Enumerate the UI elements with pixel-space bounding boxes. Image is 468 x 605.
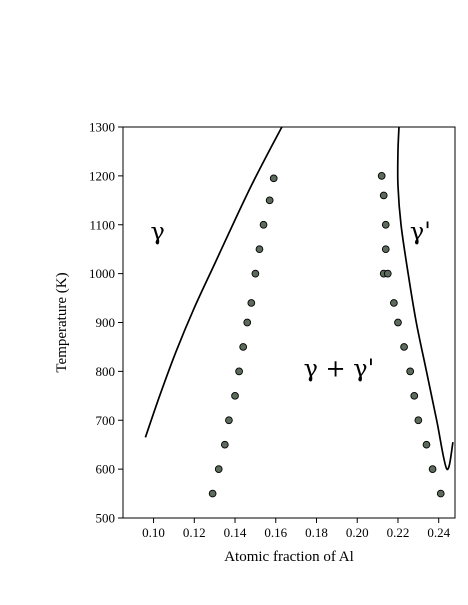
y-tick-label: 900 <box>96 315 116 330</box>
data-point <box>225 416 233 425</box>
data-point <box>208 489 217 498</box>
x-tick-label: 0.14 <box>224 525 247 540</box>
data-point <box>381 245 390 254</box>
x-axis: 0.10 0.12 0.14 0.16 0.18 0.20 0.22 0.24 <box>142 518 451 540</box>
annotations-layer: γ γ' γ + γ' <box>150 217 430 382</box>
y-tick-label: 1000 <box>89 266 115 281</box>
data-point <box>377 172 386 180</box>
x-tick-label: 0.18 <box>305 525 328 540</box>
data-point <box>381 220 390 229</box>
y-tick-label: 500 <box>96 511 116 526</box>
data-point <box>390 299 398 307</box>
data-point <box>255 245 264 254</box>
data-point <box>251 269 260 278</box>
data-point <box>259 220 268 229</box>
data-point <box>394 318 402 327</box>
data-point <box>231 391 239 400</box>
y-tick-label: 600 <box>96 462 116 477</box>
y-tick-label: 700 <box>96 413 116 428</box>
data-point <box>265 196 274 205</box>
y-tick-label: 1300 <box>89 120 115 135</box>
phase-boundary-curve-0 <box>144 126 283 438</box>
data-point <box>239 343 248 351</box>
x-tick-label: 0.16 <box>264 525 287 540</box>
region-label: γ' <box>410 217 431 245</box>
x-tick-label: 0.10 <box>142 525 165 540</box>
plot-frame <box>122 126 456 519</box>
x-tick-label: 0.24 <box>427 525 450 540</box>
data-point <box>428 465 437 473</box>
data-point <box>243 318 252 327</box>
region-label: γ + γ' <box>304 354 375 382</box>
x-tick-label: 0.20 <box>346 525 369 540</box>
x-axis-label: Atomic fraction of Al <box>224 549 354 565</box>
data-point <box>247 299 256 307</box>
x-tick-label: 0.22 <box>387 525 410 540</box>
x-tick-label: 0.12 <box>183 525 206 540</box>
data-point <box>220 440 229 449</box>
data-point <box>400 343 408 351</box>
data-point <box>383 269 392 278</box>
data-point <box>379 191 388 200</box>
data-point <box>235 367 243 376</box>
y-tick-label: 1200 <box>89 168 115 183</box>
data-point <box>414 416 423 425</box>
points-layer <box>208 172 445 498</box>
data-point <box>406 367 415 376</box>
curves-layer <box>144 126 454 471</box>
data-point <box>422 440 431 449</box>
y-axis-label: Temperature (K) <box>54 272 70 372</box>
data-point <box>214 465 223 473</box>
y-tick-label: 800 <box>96 364 116 379</box>
y-axis: 500 600 700 800 900 1000 1100 1200 1300 <box>89 120 123 526</box>
data-point <box>436 489 445 498</box>
data-point <box>269 174 278 183</box>
phase-boundary-curve-1 <box>396 126 454 471</box>
y-tick-label: 1100 <box>89 217 115 232</box>
data-point <box>410 391 419 400</box>
region-label: γ <box>150 217 164 245</box>
